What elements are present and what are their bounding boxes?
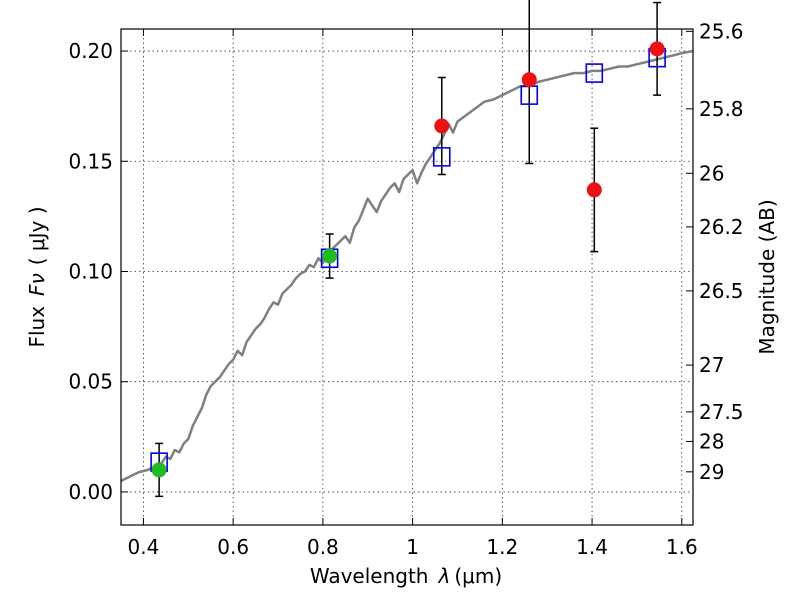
y-tick-label: 0.00	[68, 480, 113, 504]
mag-tick-label: 26.5	[699, 279, 744, 303]
y-tick-label: 0.15	[68, 149, 113, 173]
mag-tick-label: 26.2	[699, 215, 744, 239]
x-tick-label: 1.6	[666, 535, 698, 559]
x-tick-label: 0.8	[307, 535, 339, 559]
x-tick-label: 1.4	[576, 535, 608, 559]
detected-point	[322, 248, 338, 264]
model-box-marker	[585, 63, 604, 83]
grid	[121, 29, 693, 525]
y2-axis-label: Magnitude (AB)	[755, 199, 779, 354]
detected-point	[151, 462, 167, 478]
mag-tick-label: 26	[699, 161, 724, 185]
measured-point	[434, 118, 450, 134]
y-tick-label: 0.20	[68, 39, 113, 63]
x-tick-label: 0.4	[128, 535, 160, 559]
model-box-marker	[432, 147, 451, 167]
mag-tick-label: 27	[699, 353, 724, 377]
mag-tick-label: 25.6	[699, 19, 744, 43]
x-tick-label: 1.2	[486, 535, 518, 559]
x-tick-label: 1	[406, 535, 419, 559]
data-layer	[121, 49, 693, 483]
measured-point	[521, 72, 537, 88]
measured-point	[649, 41, 665, 57]
mag-tick-label: 28	[699, 429, 724, 453]
y-axis-label: FluxFν( μJy )	[25, 206, 49, 347]
measured-point	[586, 182, 602, 198]
mag-tick-label: 27.5	[699, 400, 744, 424]
x-tick-label: 0.6	[217, 535, 249, 559]
x-axis-label: Wavelength λ (μm)	[310, 564, 502, 588]
plot-frame	[120, 28, 694, 526]
y-tick-label: 0.05	[68, 370, 113, 394]
ticks: 0.4 0.6 0.8 1 1.2 1.4 1.6 0.00 0.05 0.10 0.15 0.20 2…	[68, 19, 743, 559]
plot-area	[121, 29, 693, 525]
model-spectrum-line	[121, 49, 693, 483]
mag-tick-label: 29	[699, 460, 724, 484]
marker-layer	[150, 0, 666, 498]
mag-tick-label: 25.8	[699, 97, 744, 121]
y-tick-label: 0.10	[68, 259, 113, 283]
